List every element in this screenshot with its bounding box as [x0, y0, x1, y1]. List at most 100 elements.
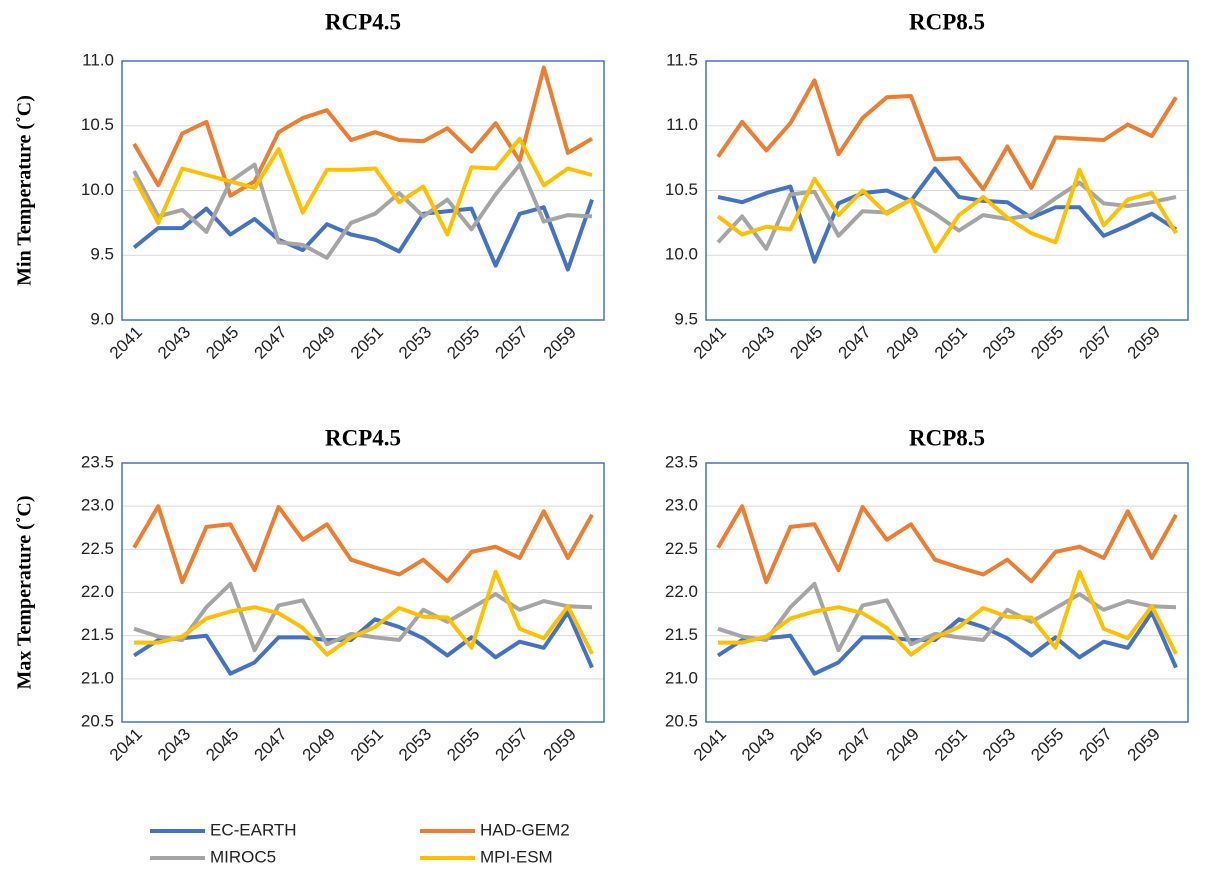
legend-label: EC-EARTH	[210, 820, 297, 839]
series-line	[717, 166, 1178, 264]
y-tick-label: 11.5	[666, 50, 698, 69]
y-tick-label: 23.5	[81, 452, 114, 471]
y-tick-label: 9.5	[674, 309, 698, 328]
y-tick-label: 23.0	[81, 496, 114, 515]
series-line	[132, 198, 594, 272]
legend-label: MPI-ESM	[480, 847, 553, 866]
x-tick-label: 2051	[347, 725, 387, 765]
series-line	[716, 167, 1178, 254]
series-line	[133, 610, 594, 676]
legend-label: MIROC5	[210, 847, 276, 866]
series-line	[132, 136, 593, 237]
chart-title: RCP4.5	[325, 425, 401, 450]
y-tick-label: 21.5	[81, 625, 114, 644]
x-tick-label: 2041	[106, 323, 146, 363]
chart-title: RCP4.5	[325, 9, 401, 34]
x-tick-label: 2051	[347, 323, 387, 363]
x-tick-label: 2059	[540, 725, 580, 765]
x-tick-label: 2055	[443, 725, 483, 765]
x-tick-label: 2047	[834, 323, 874, 363]
x-tick-label: 2057	[1075, 725, 1115, 765]
series-line	[132, 504, 594, 585]
series-line	[718, 569, 1178, 657]
x-tick-label: 2043	[154, 725, 194, 765]
series-line	[132, 65, 594, 198]
y-tick-label: 21.5	[665, 625, 698, 644]
x-tick-label: 2043	[154, 323, 194, 363]
x-tick-label: 2045	[202, 323, 242, 363]
y-tick-label: 11.0	[82, 50, 114, 69]
x-tick-label: 2055	[1027, 725, 1067, 765]
x-tick-label: 2059	[540, 323, 580, 363]
x-tick-label: 2053	[395, 725, 435, 765]
chart-title: RCP8.5	[909, 9, 985, 34]
x-tick-label: 2059	[1124, 323, 1164, 363]
x-tick-label: 2047	[250, 323, 290, 363]
x-tick-label: 2059	[1124, 725, 1164, 765]
y-tick-label: 22.5	[81, 539, 114, 558]
y-tick-label: 23.5	[665, 452, 698, 471]
y-tick-label: 9.0	[90, 309, 114, 328]
y-tick-label: 10.0	[81, 180, 114, 199]
series-line	[133, 581, 593, 653]
chart: RCP4.5 Max Temperature (˚C) 20.5 21.0 21.5 22…	[14, 425, 605, 765]
x-tick-label: 2041	[690, 725, 730, 765]
y-axis-label: Max Temperature (˚C)	[14, 495, 36, 689]
x-tick-label: 2051	[931, 725, 971, 765]
x-tick-label: 2045	[202, 725, 242, 765]
plot-border	[121, 60, 605, 321]
y-tick-label: 23.0	[665, 496, 698, 515]
x-tick-label: 2041	[106, 725, 146, 765]
y-tick-label: 10.5	[665, 180, 698, 199]
x-tick-label: 2043	[738, 323, 778, 363]
y-tick-label: 10.5	[81, 115, 114, 134]
y-tick-label: 10.0	[665, 245, 698, 264]
y-tick-label: 20.5	[665, 711, 698, 730]
series-line	[716, 180, 1177, 251]
y-tick-label: 22.0	[665, 582, 698, 601]
x-tick-label: 2053	[395, 323, 435, 363]
x-tick-label: 2049	[883, 725, 923, 765]
x-tick-label: 2049	[299, 725, 339, 765]
y-tick-label: 21.0	[665, 668, 698, 687]
x-tick-label: 2045	[786, 725, 826, 765]
x-tick-label: 2057	[491, 323, 531, 363]
y-tick-label: 21.0	[81, 668, 114, 687]
series-line	[716, 504, 1178, 585]
x-tick-label: 2055	[1027, 323, 1067, 363]
series-line	[134, 569, 594, 657]
y-tick-label: 22.0	[81, 582, 114, 601]
y-tick-label: 22.5	[665, 539, 698, 558]
plot-border	[705, 462, 1189, 723]
x-tick-label: 2053	[979, 323, 1019, 363]
y-tick-label: 20.5	[81, 711, 114, 730]
plot-border	[705, 60, 1189, 321]
x-tick-label: 2047	[250, 725, 290, 765]
x-tick-label: 2049	[299, 323, 339, 363]
chart: RCP4.5 Min Temperature (˚C) 9.0 9.5 10.0 10.5…	[14, 9, 605, 363]
x-tick-label: 2045	[786, 323, 826, 363]
x-tick-label: 2057	[491, 725, 531, 765]
x-tick-label: 2049	[883, 323, 923, 363]
x-tick-label: 2047	[834, 725, 874, 765]
series-line	[717, 581, 1177, 653]
x-tick-label: 2041	[690, 323, 730, 363]
chart-title: RCP8.5	[909, 425, 985, 450]
x-tick-label: 2057	[1075, 323, 1115, 363]
y-tick-label: 11.0	[666, 115, 698, 134]
x-tick-label: 2055	[443, 323, 483, 363]
legend: EC-EARTH HAD-GEM2 MIROC5 MPI-ESM	[150, 820, 570, 866]
x-tick-label: 2043	[738, 725, 778, 765]
series-line	[132, 162, 593, 260]
y-tick-label: 9.5	[90, 245, 114, 264]
series-line	[716, 610, 1178, 676]
plot-border	[121, 462, 605, 723]
legend-label: HAD-GEM2	[480, 820, 570, 839]
series-line	[716, 78, 1178, 192]
y-axis-label: Min Temperature (˚C)	[14, 95, 36, 286]
x-tick-label: 2053	[979, 725, 1019, 765]
x-tick-label: 2051	[931, 323, 971, 363]
